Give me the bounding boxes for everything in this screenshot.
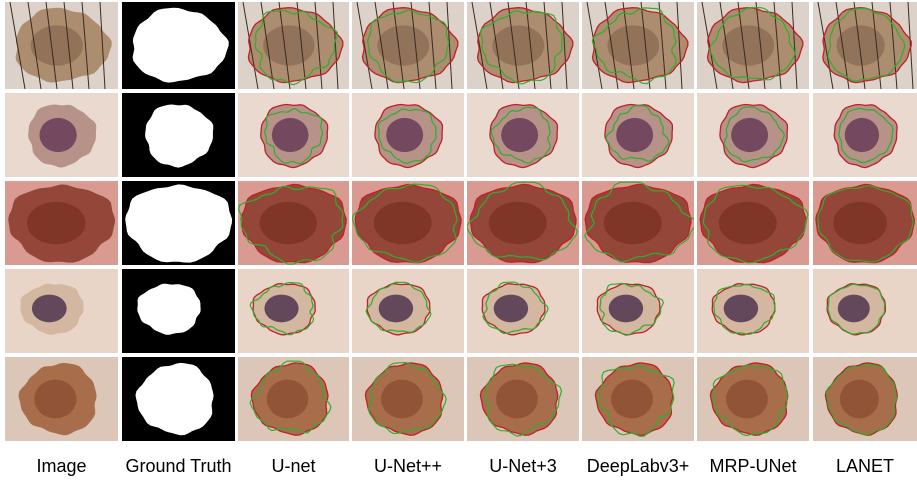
lesion-core	[377, 25, 429, 65]
image-cell	[582, 357, 694, 441]
column-label: U-Net++	[374, 456, 442, 476]
image-cell	[813, 269, 917, 353]
image-cell	[5, 93, 118, 177]
lesion-core	[722, 25, 774, 65]
lesion-core	[731, 118, 768, 152]
image-cell	[238, 2, 349, 89]
image-cell	[697, 93, 809, 177]
lesion-core	[607, 25, 659, 65]
lesion-core	[34, 380, 76, 419]
column-label: U-net	[271, 456, 315, 476]
image-cell	[582, 269, 694, 353]
lesion-core	[616, 118, 653, 152]
image-cell	[582, 2, 694, 89]
image-cell	[5, 181, 118, 265]
image-cell	[5, 357, 118, 441]
image-cell	[697, 357, 809, 441]
image-cell	[467, 2, 579, 89]
lesion-core	[272, 118, 309, 152]
image-cell	[467, 181, 579, 265]
image-cell	[582, 93, 694, 177]
column-label: LANET	[836, 456, 894, 476]
lesion-core	[267, 380, 309, 419]
image-cell	[582, 181, 696, 265]
image-cell	[122, 93, 235, 177]
lesion-core	[379, 295, 413, 323]
image-cell	[697, 181, 809, 265]
column-label: Image	[36, 456, 86, 476]
image-cell	[697, 269, 809, 353]
image-cell	[122, 2, 235, 89]
image-cell	[467, 269, 579, 353]
lesion-core	[611, 380, 653, 419]
lesion-core	[27, 202, 85, 245]
lesion-core	[840, 380, 879, 419]
lesion-core	[386, 118, 423, 152]
lesion-core	[726, 380, 768, 419]
lesion-core	[496, 380, 538, 419]
lesion-core	[724, 295, 758, 323]
image-cell	[352, 269, 464, 353]
image-cell	[813, 2, 917, 89]
image-cell	[697, 2, 809, 89]
lesion-core	[31, 25, 83, 65]
column-label: U-Net+3	[489, 456, 557, 476]
image-cell	[813, 181, 917, 265]
lesion-core	[609, 295, 643, 323]
image-cell	[238, 269, 349, 353]
lesion-core	[39, 118, 76, 152]
lesion-core	[837, 25, 885, 65]
lesion-core	[494, 295, 528, 323]
column-label: MRP-UNet	[709, 456, 796, 476]
lesion-core	[260, 202, 317, 245]
image-cell	[352, 2, 464, 89]
lesion-core	[719, 202, 777, 245]
lesion-core	[263, 25, 314, 65]
lesion-core	[374, 202, 432, 245]
image-cell	[122, 181, 235, 265]
image-cell	[467, 93, 579, 177]
column-label: DeepLabv3+	[587, 456, 690, 476]
image-cell	[352, 93, 464, 177]
lesion-core	[492, 25, 544, 65]
lesion-core	[264, 295, 298, 323]
image-cell	[813, 93, 917, 177]
lesion-core	[381, 380, 423, 419]
image-cell	[238, 357, 349, 441]
lesion-core	[845, 118, 879, 152]
lesion-core	[489, 202, 547, 245]
image-cell	[122, 269, 235, 353]
image-cell	[122, 357, 235, 441]
lesion-core	[604, 202, 662, 245]
lesion-core	[838, 295, 870, 323]
image-cell	[5, 269, 118, 353]
lesion-core	[833, 202, 887, 245]
image-cell	[352, 181, 464, 265]
lesion-core	[32, 295, 67, 323]
image-cell	[813, 357, 917, 441]
column-label: Ground Truth	[125, 456, 231, 476]
image-cell	[5, 2, 118, 89]
image-cell	[238, 93, 349, 177]
image-cell	[238, 181, 349, 265]
image-cell	[467, 357, 579, 441]
figure: Image Ground Truth U-net U-Net++ U-Net+3 Deep…	[0, 0, 917, 487]
lesion-core	[501, 118, 538, 152]
image-cell	[352, 357, 464, 441]
